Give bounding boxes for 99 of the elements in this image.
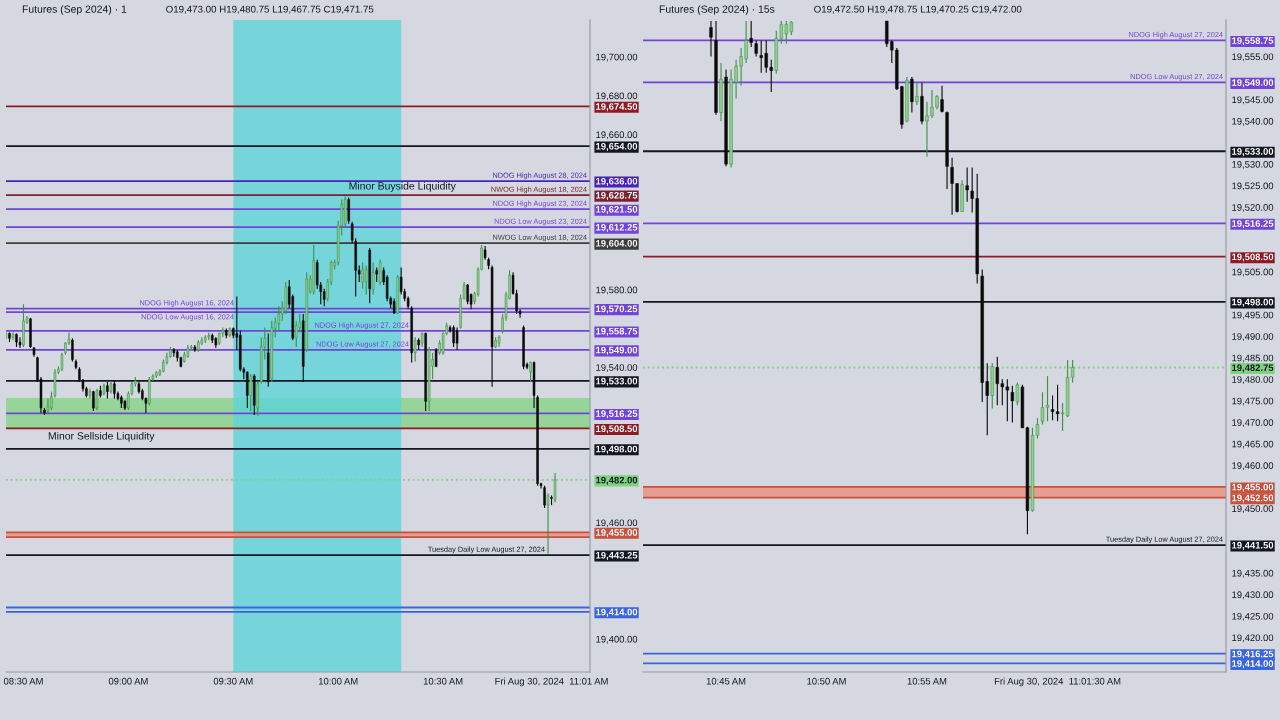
y-tick-label: 19,498.00 — [1232, 298, 1274, 307]
y-tick-label: 19,636.00 — [596, 177, 638, 186]
y-tick-label: 19,555.00 — [1232, 53, 1274, 62]
chart-subtitle: O19,472.50 H19,478.75 L19,470.25 C19,472.00 — [814, 5, 1022, 14]
y-tick-label: 19,455.00 — [1232, 483, 1274, 492]
x-tick-label: 10:00 AM — [318, 677, 358, 685]
y-tick-label: 19,533.00 — [596, 377, 638, 386]
y-tick-label: 19,660.00 — [596, 131, 638, 140]
y-tick-label: 19,470.00 — [1232, 419, 1274, 428]
y-tick-label: 19,460.00 — [1232, 462, 1274, 471]
y-tick-label: 19,455.00 — [596, 529, 638, 538]
y-tick-label: 19,505.00 — [1232, 268, 1274, 277]
candlestick — [910, 76, 914, 114]
x-tick-label: 08:30 AM — [3, 677, 43, 685]
y-tick-label: 19,530.00 — [1232, 161, 1274, 169]
y-tick-label: 19,540.00 — [1232, 117, 1274, 126]
y-tick-label: 19,549.00 — [1232, 79, 1274, 88]
y-tick-label: 19,452.50 — [1232, 494, 1274, 503]
y-tick-label: 19,508.50 — [1232, 253, 1274, 262]
y-tick-label: 19,612.25 — [596, 223, 638, 233]
y-tick-label: 19,441.50 — [1232, 541, 1274, 550]
y-tick-label: 19,525.00 — [1232, 182, 1274, 191]
y-tick-label: 19,700.00 — [596, 53, 638, 62]
x-tick-label: 10:55 AM — [907, 677, 947, 685]
y-tick-label: 19,516.25 — [596, 410, 638, 419]
candlestick — [413, 336, 417, 363]
candlestick — [364, 264, 368, 296]
candlestick — [1010, 385, 1015, 423]
y-tick-label: 19,520.00 — [1232, 204, 1274, 212]
candlestick — [553, 472, 557, 503]
y-tick-label: 19,414.00 — [1232, 660, 1274, 669]
candlestick — [550, 494, 553, 506]
y-tick-label: 19,628.75 — [596, 191, 638, 201]
y-tick-label: 19,495.00 — [1232, 311, 1274, 320]
chart-title: Futures (Sep 2024) · 15s — [659, 5, 775, 15]
y-tick-label: 19,425.00 — [1232, 612, 1274, 621]
candlestick — [371, 262, 375, 296]
y-tick-label: 19,400.00 — [596, 635, 638, 644]
annotation: Minor Sellside Liquidity — [48, 431, 155, 442]
candlestick — [749, 20, 753, 48]
y-tick-label: 19,558.75 — [1232, 37, 1274, 46]
candlestick — [709, 20, 713, 58]
x-tick-label: 10:30 AM — [423, 677, 463, 685]
chart-subtitle: O19,473.00 H19,480.75 L19,467.75 C19,471.75 — [166, 5, 374, 14]
y-tick-label: 19,549.00 — [596, 346, 638, 355]
annotation: Minor Buyside Liquidity — [349, 181, 456, 192]
y-tick-label: 19,508.50 — [596, 425, 638, 434]
y-tick-label: 19,498.00 — [596, 445, 638, 454]
y-tick-label: 19,533.00 — [1232, 148, 1274, 157]
x-tick-label: Fri Aug 30, 2024 11:01 AM — [495, 677, 608, 687]
x-tick-label: 10:50 AM — [807, 677, 846, 685]
chart-title: Futures (Sep 2024) · 1 — [22, 5, 127, 15]
y-tick-label: 19,482.00 — [596, 476, 638, 485]
y-tick-label: 19,654.00 — [596, 142, 638, 152]
candlestick — [546, 492, 550, 555]
y-tick-label: 19,604.00 — [596, 239, 638, 249]
y-tick-label: 19,680.00 — [596, 92, 638, 101]
y-tick-label: 19,443.25 — [596, 551, 638, 560]
y-tick-label: 19,516.25 — [1232, 220, 1274, 229]
y-tick-label: 19,540.00 — [596, 364, 638, 372]
y-tick-label: 19,416.25 — [1232, 650, 1274, 659]
candlestick — [915, 81, 919, 106]
candlestick — [1015, 382, 1020, 406]
y-tick-label: 19,460.00 — [596, 519, 638, 528]
candlestick — [455, 327, 459, 351]
y-tick-label: 19,465.00 — [1232, 440, 1274, 449]
candlestick — [172, 347, 176, 358]
y-tick-label: 19,621.50 — [596, 206, 638, 215]
y-tick-label: 19,570.25 — [596, 305, 638, 314]
y-tick-label: 19,674.50 — [596, 103, 638, 112]
y-tick-label: 19,480.00 — [1232, 376, 1274, 384]
y-tick-label: 19,545.00 — [1232, 96, 1274, 105]
y-tick-label: 19,414.00 — [596, 608, 638, 617]
y-tick-label: 19,482.75 — [1232, 364, 1274, 373]
y-tick-label: 19,485.00 — [1232, 354, 1274, 363]
x-tick-label: 10:45 AM — [706, 677, 746, 685]
candlestick — [22, 303, 25, 348]
x-tick-label: 09:30 AM — [213, 677, 253, 685]
y-tick-label: 19,430.00 — [1232, 591, 1274, 600]
candlestick — [347, 196, 350, 225]
y-tick-label: 19,420.00 — [1232, 634, 1274, 643]
y-tick-label: 19,580.00 — [596, 286, 638, 295]
candlestick — [246, 370, 249, 409]
candlestick — [940, 85, 944, 114]
y-tick-label: 19,490.00 — [1232, 333, 1274, 341]
candlestick — [452, 325, 455, 348]
x-tick-label: Fri Aug 30, 2024 11:01:30 AM — [994, 677, 1121, 687]
candlestick — [543, 485, 546, 509]
candlestick — [60, 352, 64, 372]
candlestick — [15, 332, 18, 348]
x-tick-label: 09:00 AM — [108, 677, 148, 685]
y-tick-label: 19,558.75 — [596, 327, 638, 336]
y-tick-label: 19,475.00 — [1232, 397, 1274, 406]
candlestick — [249, 373, 253, 412]
candlestick — [361, 262, 364, 290]
candlestick — [1055, 384, 1060, 422]
candlestick — [18, 336, 22, 349]
y-tick-label: 19,450.00 — [1232, 505, 1274, 514]
y-tick-label: 19,435.00 — [1232, 569, 1274, 578]
